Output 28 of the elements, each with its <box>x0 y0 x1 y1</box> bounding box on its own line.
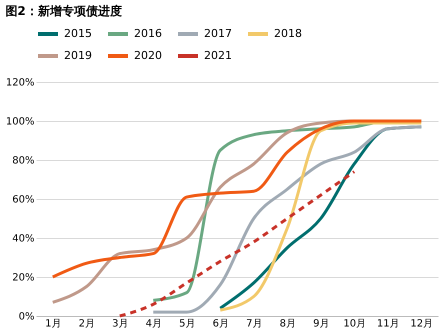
legend-label: 2017 <box>204 27 232 40</box>
y-tick-label: 120% <box>6 78 34 88</box>
y-tick-label: 40% <box>12 234 34 244</box>
x-tick-label: 10月 <box>343 318 366 330</box>
x-tick-label: 3月 <box>112 318 128 330</box>
legend-label: 2015 <box>64 27 92 40</box>
x-tick-label: 7月 <box>246 318 262 330</box>
x-tick-label: 6月 <box>212 318 229 330</box>
legend-label: 2020 <box>134 49 162 62</box>
x-tick-label: 1月 <box>45 318 62 330</box>
x-tick-label: 12月 <box>410 318 434 330</box>
x-tick-label: 8月 <box>280 318 296 330</box>
x-tick-label: 11月 <box>376 318 400 330</box>
chart-title: 图2：新增专项债进度 <box>5 4 122 18</box>
x-tick-label: 4月 <box>146 318 162 330</box>
line-series <box>118 170 356 318</box>
y-tick-label: 0% <box>18 312 34 322</box>
legend-label: 2019 <box>64 49 92 62</box>
y-tick-label: 60% <box>12 194 34 206</box>
legend-label: 2016 <box>134 27 162 40</box>
y-tick-label: 20% <box>12 272 34 284</box>
legend-label: 2018 <box>274 27 302 40</box>
x-tick-label: 9月 <box>313 318 330 330</box>
y-tick-label: 100% <box>6 116 34 128</box>
y-tick-label: 80% <box>12 156 34 166</box>
legend-label: 2021 <box>204 49 232 62</box>
x-tick-label: 2月 <box>78 318 95 330</box>
x-tick-label: 5月 <box>179 318 196 330</box>
